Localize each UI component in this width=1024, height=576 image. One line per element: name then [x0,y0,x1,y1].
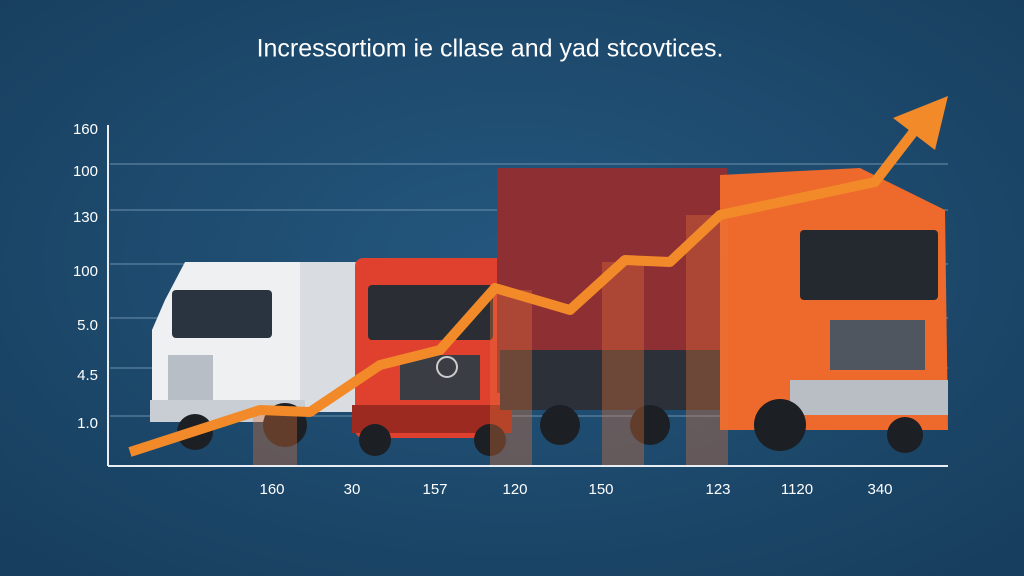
white-truck [150,262,360,450]
x-label: 123 [705,481,730,498]
x-label: 150 [588,481,613,498]
y-label: 5.0 [77,317,98,334]
y-label: 100 [73,163,98,180]
y-label: 1.0 [77,415,98,432]
y-label: 160 [73,121,98,138]
y-label: 100 [73,263,98,280]
arrow-head [893,96,948,150]
x-label: 160 [259,481,284,498]
x-label: 1120 [781,481,813,498]
trend-line [128,126,919,457]
x-label: 340 [867,481,892,498]
bars [253,215,728,465]
x-label: 120 [502,481,527,498]
container-truck [497,168,730,445]
y-label: 4.5 [77,367,98,384]
x-label: 157 [422,481,447,498]
x-label: 30 [344,481,361,498]
orange-truck [720,168,948,453]
title: Incressortiom ie cllase and yad stcovtic… [257,35,724,63]
y-label: 130 [73,209,98,226]
